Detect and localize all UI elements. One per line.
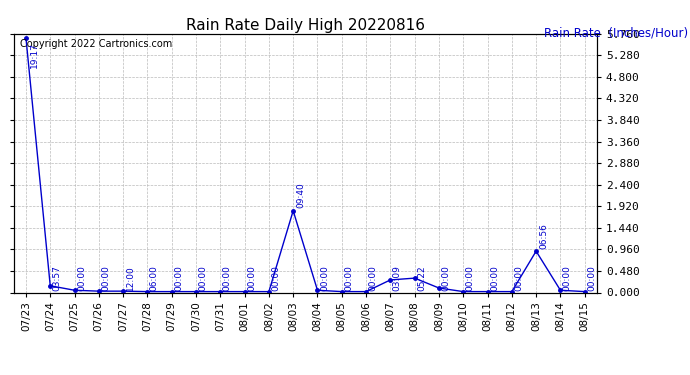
Text: 00:00: 00:00: [174, 265, 183, 291]
Text: 00:00: 00:00: [344, 265, 353, 291]
Text: 00:00: 00:00: [101, 265, 110, 291]
Text: 19:17: 19:17: [30, 42, 39, 68]
Text: 00:00: 00:00: [514, 265, 523, 291]
Text: 03:09: 03:09: [393, 265, 402, 291]
Text: 00:00: 00:00: [466, 265, 475, 291]
Text: 09:40: 09:40: [297, 183, 306, 209]
Text: 00:00: 00:00: [223, 265, 232, 291]
Text: 00:00: 00:00: [368, 265, 377, 291]
Text: 05:22: 05:22: [417, 265, 426, 291]
Text: 12:00: 12:00: [126, 265, 135, 291]
Text: Rain Rate  (Inches/Hour): Rain Rate (Inches/Hour): [544, 26, 689, 39]
Text: 03:57: 03:57: [52, 265, 61, 291]
Text: 00:00: 00:00: [77, 265, 86, 291]
Text: Copyright 2022 Cartronics.com: Copyright 2022 Cartronics.com: [19, 39, 172, 49]
Text: 00:00: 00:00: [247, 265, 256, 291]
Text: 00:00: 00:00: [587, 265, 596, 291]
Text: 00:00: 00:00: [199, 265, 208, 291]
Text: 00:00: 00:00: [442, 265, 451, 291]
Text: 00:00: 00:00: [320, 265, 329, 291]
Title: Rain Rate Daily High 20220816: Rain Rate Daily High 20220816: [186, 18, 425, 33]
Text: 06:00: 06:00: [150, 265, 159, 291]
Text: 00:00: 00:00: [490, 265, 499, 291]
Text: 00:00: 00:00: [563, 265, 572, 291]
Text: 00:00: 00:00: [271, 265, 280, 291]
Text: 06:56: 06:56: [540, 223, 549, 249]
